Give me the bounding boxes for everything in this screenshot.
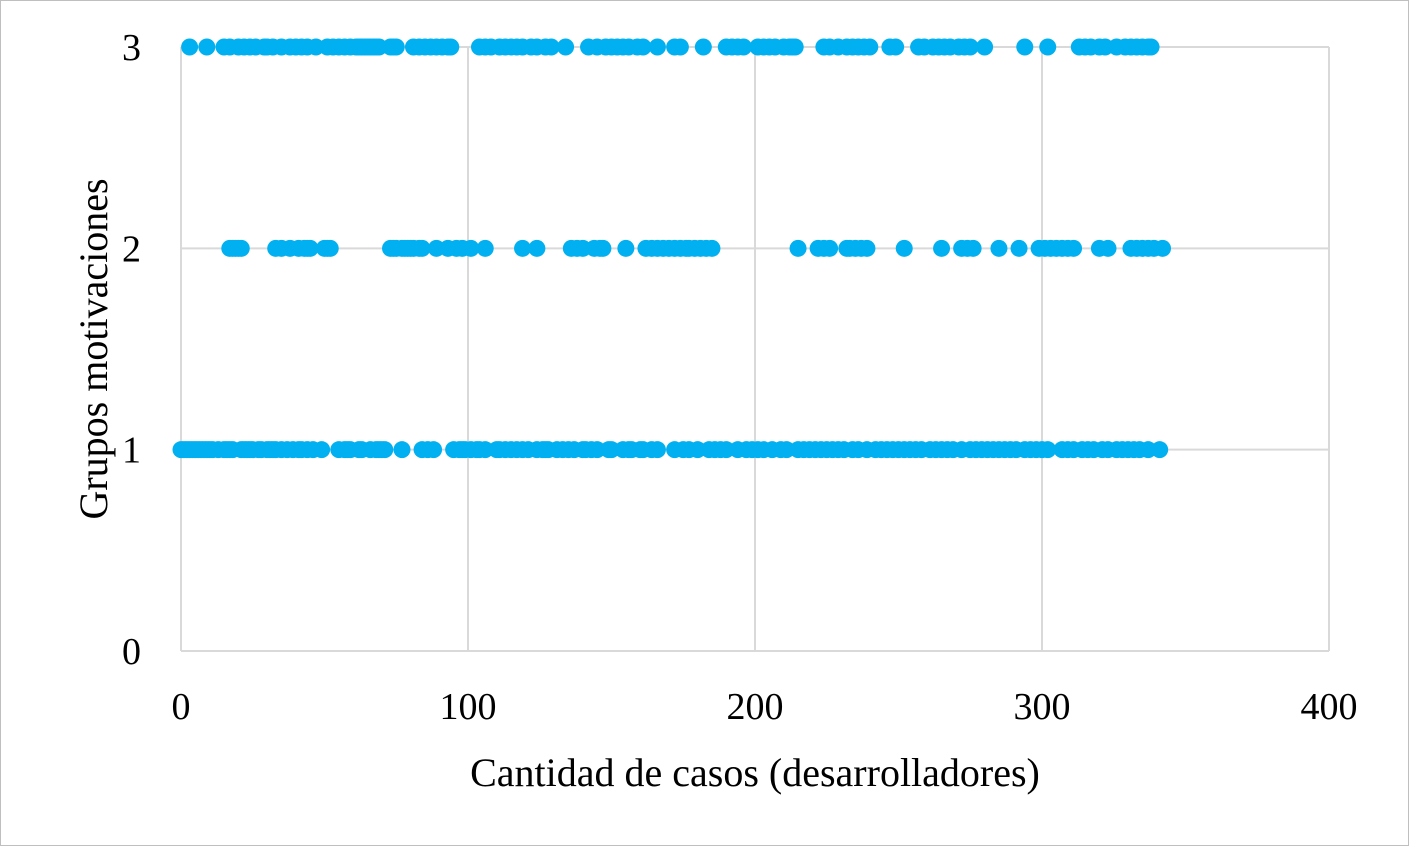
data-point [961, 38, 979, 56]
x-tick-label: 300 [1014, 686, 1071, 728]
data-point [425, 441, 443, 459]
data-point [671, 38, 689, 56]
data-point [648, 38, 666, 56]
data-point [393, 441, 411, 459]
data-point [321, 239, 339, 257]
data-point [861, 38, 879, 56]
data-point [976, 38, 994, 56]
data-points [172, 38, 1172, 459]
data-point [1151, 441, 1169, 459]
data-point [786, 38, 804, 56]
data-point [376, 441, 394, 459]
data-point [387, 38, 405, 56]
data-point [232, 239, 250, 257]
data-point [694, 38, 712, 56]
y-tick-label: 0 [122, 631, 141, 673]
data-point [594, 239, 612, 257]
data-point [301, 239, 319, 257]
data-point [887, 38, 905, 56]
x-tick-label: 0 [172, 686, 191, 728]
data-point [528, 239, 546, 257]
data-point [703, 239, 721, 257]
data-point [514, 239, 532, 257]
data-point [1016, 38, 1034, 56]
x-axis-label: Cantidad de casos (desarrolladores) [470, 750, 1040, 795]
data-point [735, 38, 753, 56]
gridlines [180, 46, 1330, 652]
data-point [964, 239, 982, 257]
data-point [933, 239, 951, 257]
data-point [858, 239, 876, 257]
data-point [634, 38, 652, 56]
y-axis-label: Grupos motivaciones [71, 178, 116, 519]
x-tick-label: 400 [1301, 686, 1358, 728]
data-point [1065, 239, 1083, 257]
data-point [181, 38, 199, 56]
data-point [895, 239, 913, 257]
data-point [557, 38, 575, 56]
data-point [198, 38, 216, 56]
data-point [476, 239, 494, 257]
y-tick-label: 3 [122, 27, 141, 69]
x-tick-labels: 0 100 200 300 400 [172, 686, 1358, 728]
data-point [313, 441, 331, 459]
data-point [542, 38, 560, 56]
data-point [462, 239, 480, 257]
y-tick-labels: 0 1 2 3 [122, 27, 141, 673]
data-point [821, 239, 839, 257]
data-point [1142, 38, 1160, 56]
data-point [648, 441, 666, 459]
data-point [413, 239, 431, 257]
data-point [1039, 38, 1057, 56]
data-point [1154, 239, 1172, 257]
data-point [617, 239, 635, 257]
data-point [1039, 441, 1057, 459]
data-point [442, 38, 460, 56]
data-point [1099, 239, 1117, 257]
x-tick-label: 200 [727, 686, 784, 728]
data-point [1010, 239, 1028, 257]
y-tick-label: 1 [122, 430, 141, 472]
y-tick-label: 2 [122, 228, 141, 270]
data-point [789, 239, 807, 257]
data-point [990, 239, 1008, 257]
x-tick-label: 100 [440, 686, 497, 728]
